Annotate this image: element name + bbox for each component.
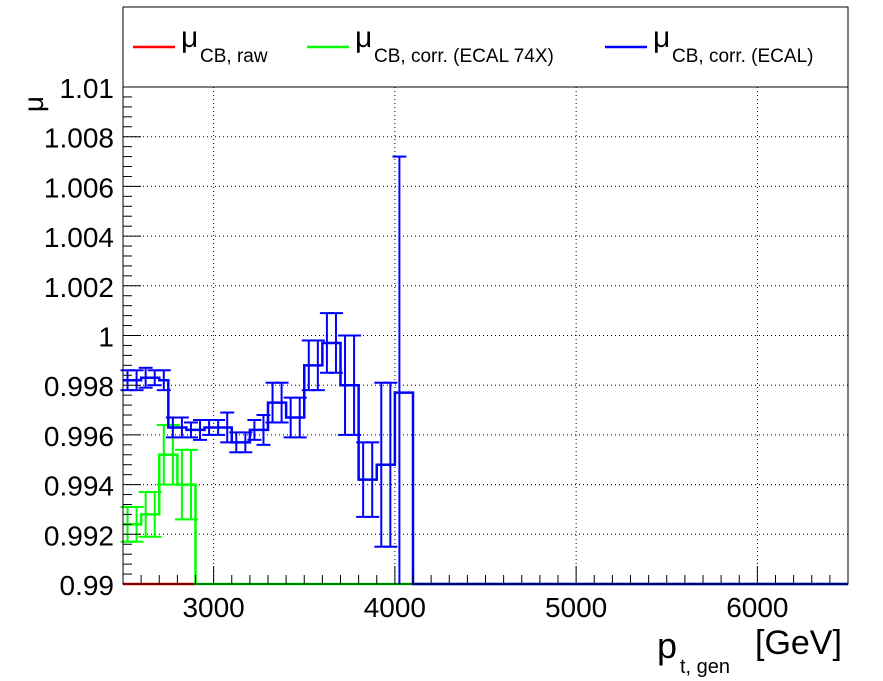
y-tick-label: 1.006 — [44, 172, 114, 203]
y-tick-label: 0.998 — [44, 371, 114, 402]
x-tick-label: 4000 — [364, 592, 426, 623]
legend-label-symbol: μ — [355, 21, 372, 54]
legend-label-sub: CB, corr. (ECAL) — [672, 46, 813, 67]
legend-box — [122, 6, 849, 88]
y-tick-label: 1.008 — [44, 123, 114, 154]
series-layer — [120, 155, 848, 586]
legend-label-sub: CB, corr. (ECAL 74X) — [374, 46, 554, 67]
y-tick-label: 1.004 — [44, 222, 114, 253]
x-axis-label-sub: t, gen — [680, 656, 730, 678]
legend-label-sub: CB, raw — [200, 46, 268, 67]
x-tick-label: 5000 — [545, 592, 607, 623]
y-axis-label: μ — [18, 96, 49, 112]
x-axis-label-main: p — [657, 625, 677, 666]
x-tick-label: 6000 — [726, 592, 788, 623]
x-tick-label: 3000 — [182, 592, 244, 623]
y-tick-label: 0.996 — [44, 421, 114, 452]
legend-label-symbol: μ — [181, 21, 198, 54]
legend-label-symbol: μ — [653, 21, 670, 54]
x-axis-label-unit: [GeV] — [755, 624, 842, 662]
y-tick-label: 0.99 — [60, 570, 115, 601]
y-tick-label: 0.992 — [44, 520, 114, 551]
grid-lines — [123, 87, 848, 584]
y-tick-label: 1.002 — [44, 272, 114, 303]
y-tick-label: 0.994 — [44, 471, 114, 502]
x-axis-label: p t, gen [GeV] — [657, 624, 842, 678]
y-tick-label: 1 — [98, 322, 114, 353]
y-tick-label: 1.01 — [60, 73, 115, 104]
